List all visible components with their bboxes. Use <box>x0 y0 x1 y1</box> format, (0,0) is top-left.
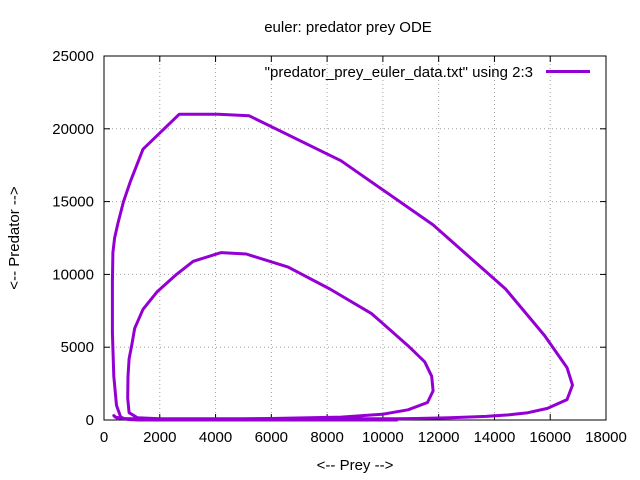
chart-title: euler: predator prey ODE <box>264 19 432 36</box>
legend-label: "predator_prey_euler_data.txt" using 2:3 <box>265 64 533 81</box>
x-tick-label: 18000 <box>585 429 627 446</box>
y-tick-label: 10000 <box>52 266 94 283</box>
grid <box>104 56 606 420</box>
x-tick-label: 12000 <box>418 429 460 446</box>
y-axis-label: <-- Predator --> <box>6 186 23 290</box>
x-tick-label: 2000 <box>143 429 176 446</box>
series-line <box>110 112 574 422</box>
legend: "predator_prey_euler_data.txt" using 2:3 <box>265 64 590 81</box>
axis-ticks <box>103 55 607 421</box>
x-tick-labels: 0 2000 4000 6000 8000 10000 12000 14000 16000 180… <box>100 429 627 446</box>
y-tick-label: 0 <box>86 412 94 429</box>
x-tick-label: 10000 <box>362 429 404 446</box>
y-tick-label: 15000 <box>52 194 94 211</box>
x-tick-label: 16000 <box>529 429 571 446</box>
x-tick-label: 0 <box>100 429 108 446</box>
y-tick-labels: 0 5000 10000 15000 20000 25000 <box>52 48 94 429</box>
x-tick-label: 8000 <box>310 429 343 446</box>
x-axis-label: <-- Prey --> <box>317 457 394 474</box>
x-tick-label: 14000 <box>474 429 516 446</box>
x-tick-label: 6000 <box>255 429 288 446</box>
x-tick-label: 4000 <box>199 429 232 446</box>
y-tick-label: 20000 <box>52 121 94 138</box>
y-tick-label: 25000 <box>52 48 94 65</box>
y-tick-label: 5000 <box>61 339 94 356</box>
plot-frame <box>103 55 607 421</box>
